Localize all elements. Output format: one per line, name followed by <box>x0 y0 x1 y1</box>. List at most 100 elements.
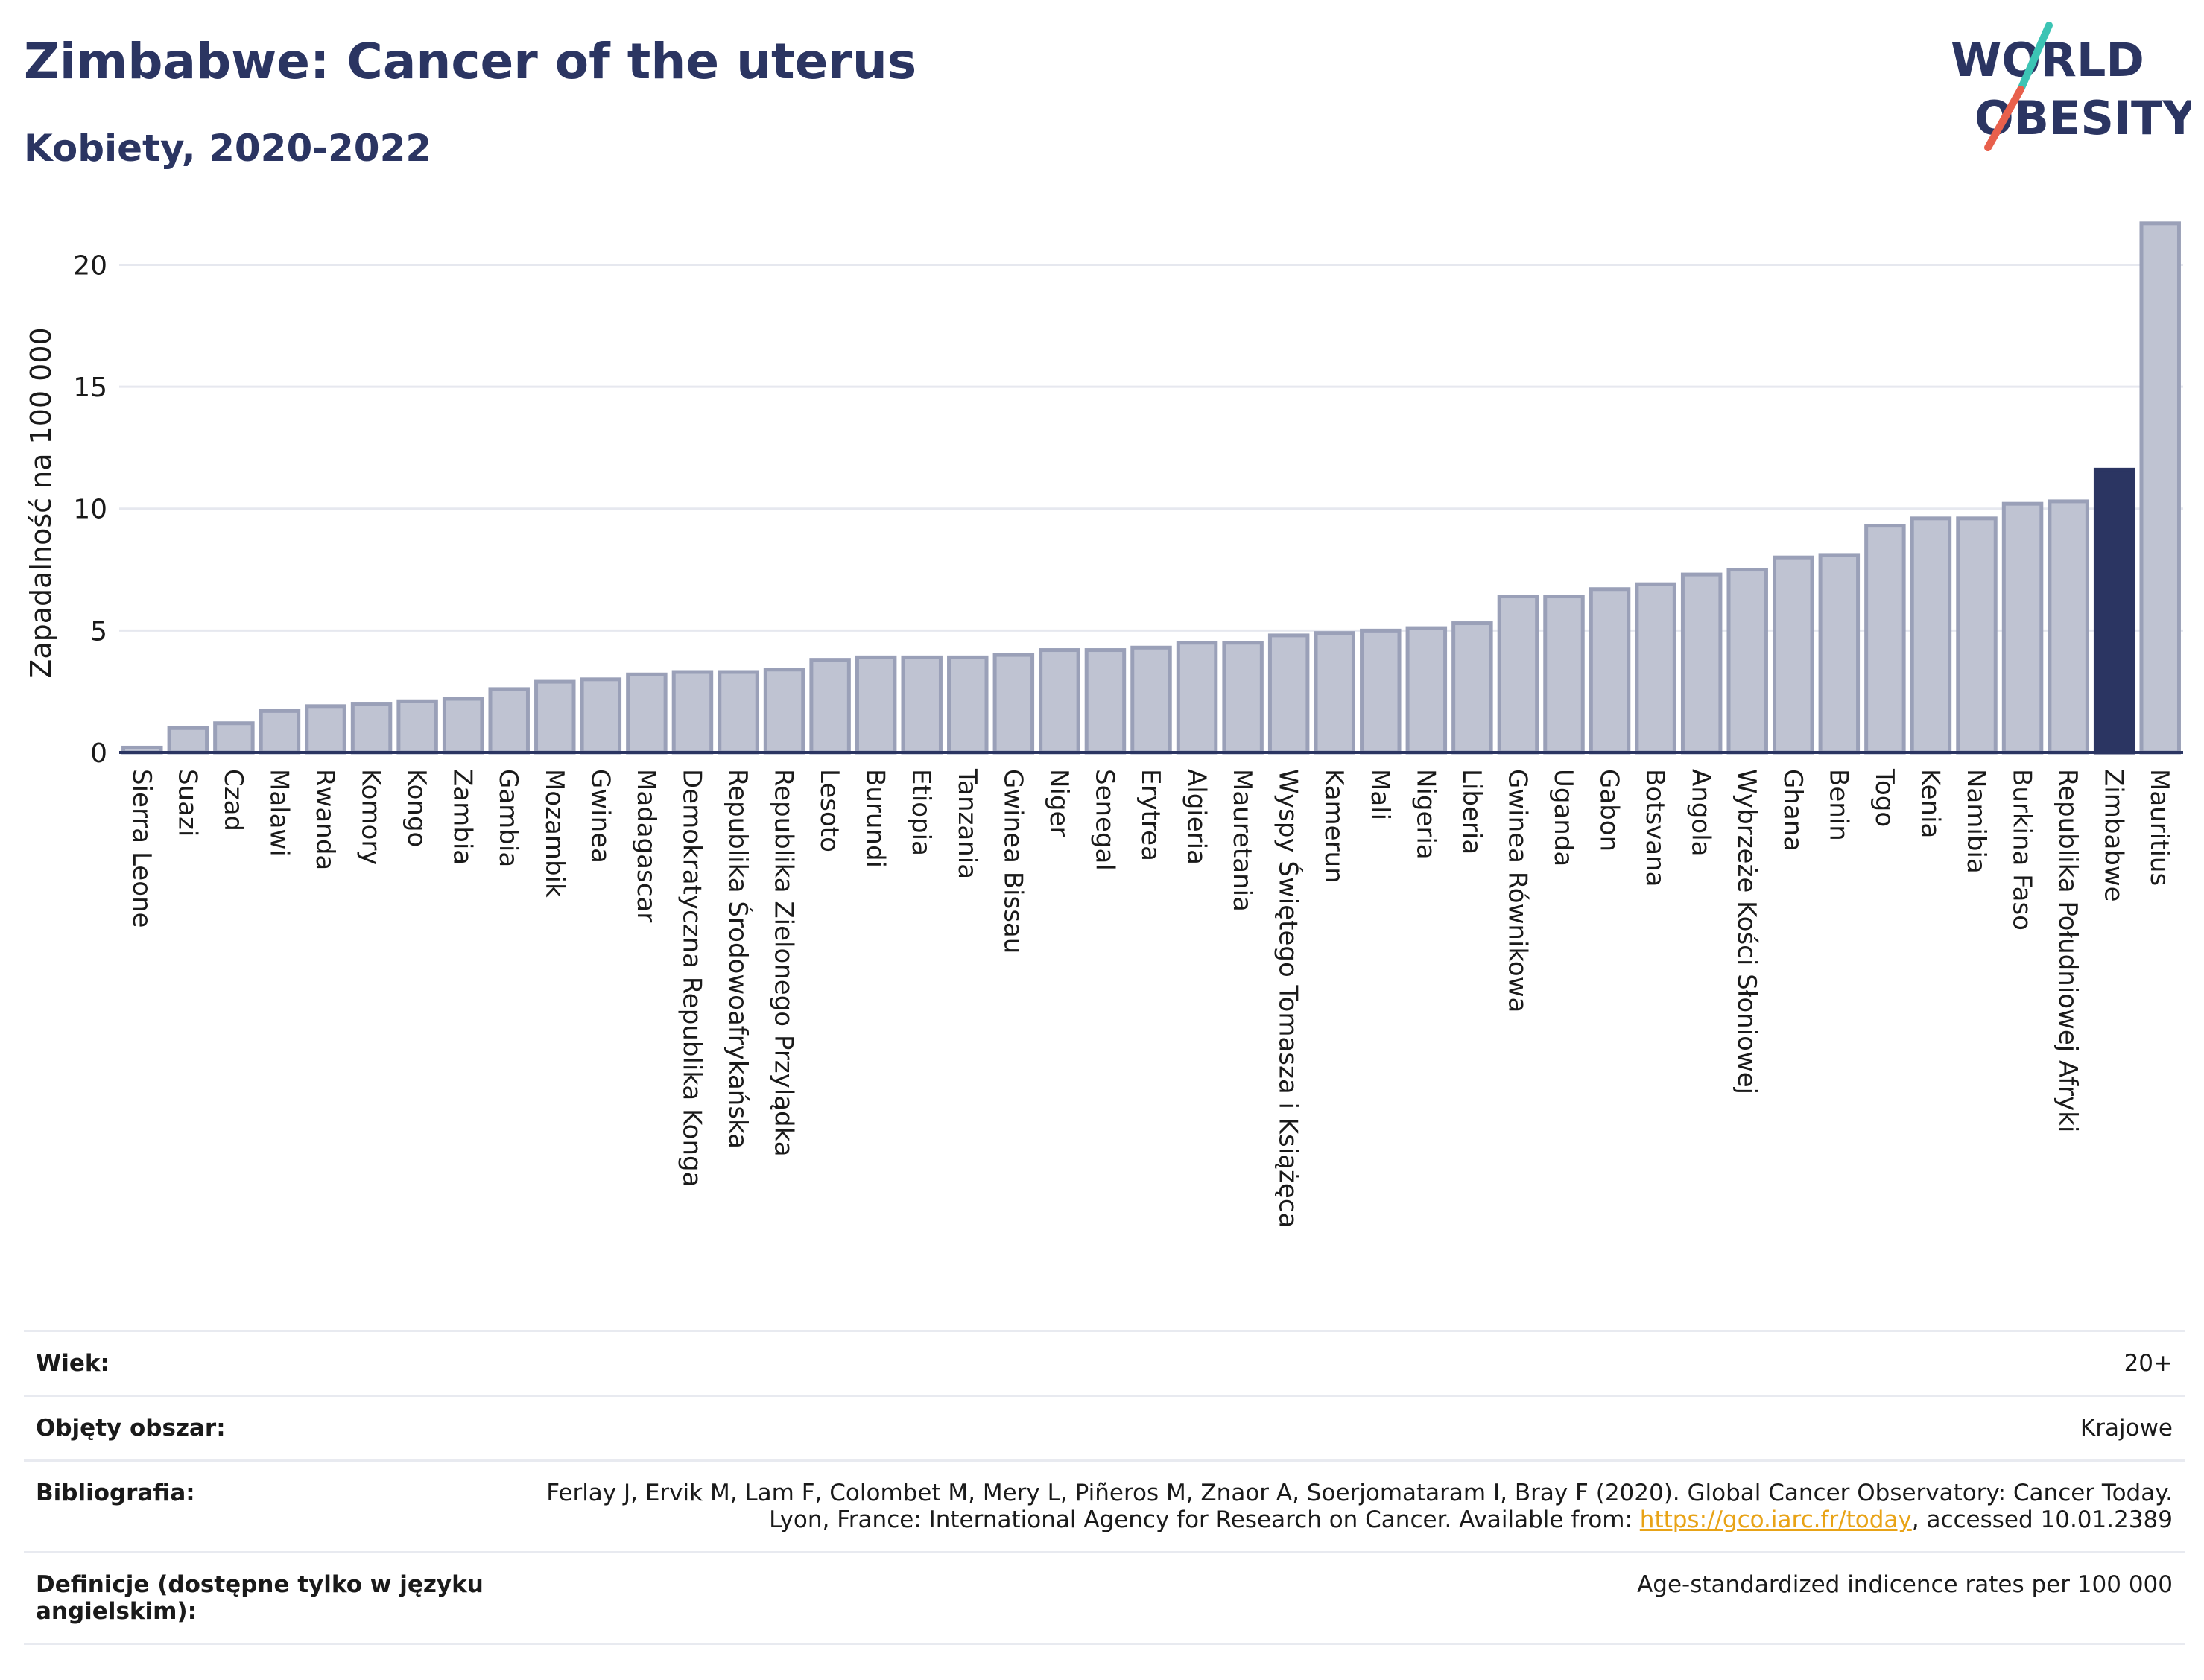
bar-tanzania <box>947 655 989 755</box>
bar-madagascar <box>626 672 668 755</box>
x-tick-label: Burundi <box>861 769 890 868</box>
bar-demokratyczna-republika-konga <box>671 670 714 755</box>
bar-gabon <box>1589 587 1631 755</box>
x-tick-label: Algieria <box>1182 769 1212 865</box>
y-tick-label: 0 <box>90 738 107 769</box>
bar-malawi <box>259 709 301 755</box>
x-tick-label: Mauretania <box>1227 769 1257 912</box>
y-tick-label: 5 <box>90 616 107 647</box>
meta-row-area: Objęty obszar: Krajowe <box>24 1395 2185 1462</box>
bar-gwinea <box>580 677 622 755</box>
bar-zimbabwe <box>2093 467 2135 755</box>
x-tick-label: Wyspy Świętego Tomasza i Książęca <box>1273 769 1304 1228</box>
meta-label: Wiek: <box>24 1330 525 1397</box>
chart-subtitle: Kobiety, 2020-2022 <box>24 127 432 170</box>
x-tick-labels: Sierra Leone Suazi Czad Malawi Rwanda Komory K… <box>127 768 2174 1228</box>
bar-kongo <box>396 699 438 755</box>
meta-value: Krajowe <box>525 1395 2185 1462</box>
y-tick-label: 15 <box>73 373 107 403</box>
meta-row-definitions: Definicje (dostępne tylko w języku angie… <box>24 1551 2185 1645</box>
metadata-table: Wiek: 20+ Objęty obszar: Krajowe Bibliog… <box>24 1330 2185 1645</box>
bar-gwinea-równikowa <box>1497 595 1539 755</box>
bar-etiopia <box>901 655 943 755</box>
y-tick-label: 20 <box>73 250 107 281</box>
bar-republika-południowej-afryki <box>2048 499 2089 755</box>
x-tick-label: Malawi <box>264 769 294 857</box>
bar-namibia <box>1956 516 1998 755</box>
bar-chart: 0 5 10 15 20 Sierra Leone Suazi Czad Malawi Rwan… <box>25 221 2183 1228</box>
x-tick-label: Namibia <box>1961 769 1991 874</box>
x-tick-label: Benin <box>1823 769 1853 841</box>
meta-row-bibliography: Bibliografia: Ferlay J, Ervik M, Lam F, … <box>24 1459 2185 1553</box>
x-tick-label: Tanzania <box>952 768 982 879</box>
bar-republika-zielonego-przylądka <box>763 668 805 755</box>
bar-burkina-faso <box>2001 501 2044 755</box>
bar-algieria <box>1176 641 1218 755</box>
x-tick-label: Kamerun <box>1319 769 1349 884</box>
x-tick-label: Madagascar <box>631 769 661 922</box>
x-tick-label: Lesoto <box>814 769 844 852</box>
world-obesity-logo: WORLD OBESITY <box>1951 22 2191 151</box>
bar-mozambik <box>534 679 576 755</box>
bar-wybrzeże-kości-słoniowej <box>1726 568 1768 755</box>
x-tick-label: Senegal <box>1089 769 1119 871</box>
x-tick-label: Ghana <box>1778 769 1808 852</box>
x-tick-label: Angola <box>1686 769 1716 856</box>
bibliography-text: Ferlay J, Ervik M, Lam F, Colombet M, Me… <box>546 1480 2173 1533</box>
x-tick-label: Republika Środowoafrykańska <box>723 769 753 1149</box>
x-tick-label: Burkina Faso <box>2007 769 2037 931</box>
bar-komory <box>350 702 393 755</box>
x-tick-label: Mali <box>1365 769 1395 820</box>
bar-zambia <box>442 697 484 755</box>
bar-ghana <box>1773 555 1814 755</box>
x-tick-label: Czad <box>218 769 248 831</box>
meta-value: 20+ <box>525 1330 2185 1397</box>
bar-gwinea-bissau <box>992 653 1035 755</box>
x-tick-label: Uganda <box>1548 769 1578 866</box>
bar-kamerun <box>1314 631 1355 755</box>
bar-angola <box>1680 572 1723 755</box>
bar-erytrea <box>1130 645 1172 755</box>
x-tick-label: Botsvana <box>1640 769 1670 887</box>
bibliography-accessed: , accessed 10.01.2389 <box>1911 1506 2173 1533</box>
meta-row-age: Wiek: 20+ <box>24 1330 2185 1397</box>
x-tick-label: Liberia <box>1457 769 1486 855</box>
bar-wyspy-świętego-tomasza-i-książęca <box>1267 633 1310 755</box>
x-tick-label: Republika Południowej Afryki <box>2053 769 2083 1132</box>
bars <box>121 221 2181 755</box>
logo-line-1: WORLD <box>1951 33 2144 87</box>
x-tick-label: Niger <box>1044 769 1074 837</box>
meta-label: Objęty obszar: <box>24 1395 525 1462</box>
bar-rwanda <box>305 704 346 755</box>
bar-mauretania <box>1222 641 1264 755</box>
x-tick-label: Kenia <box>1915 769 1945 838</box>
meta-label: Definicje (dostępne tylko w języku angie… <box>24 1551 525 1645</box>
x-tick-label: Republika Zielonego Przylądka <box>769 769 799 1157</box>
x-tick-label: Erytrea <box>1136 769 1165 861</box>
y-tick-label: 10 <box>73 495 107 525</box>
x-tick-label: Gambia <box>493 769 523 867</box>
x-tick-label: Demokratyczna Republika Konga <box>677 769 706 1187</box>
bar-mauritius <box>2139 221 2181 755</box>
x-tick-label: Togo <box>1869 768 1899 827</box>
x-tick-label: Sierra Leone <box>127 769 156 928</box>
bar-senegal <box>1084 648 1127 755</box>
x-tick-label: Rwanda <box>310 769 340 870</box>
source-link[interactable]: https://gco.iarc.fr/today <box>1639 1506 1912 1533</box>
bar-benin <box>1818 553 1861 755</box>
bar-togo <box>1864 524 1906 755</box>
bar-mali <box>1360 628 1402 755</box>
x-tick-label: Mauritius <box>2144 769 2174 886</box>
bar-suazi <box>167 726 209 755</box>
bar-botsvana <box>1635 582 1676 755</box>
bar-gambia <box>488 687 530 755</box>
bar-burundi <box>855 655 897 755</box>
logo-slash-teal <box>2017 22 2053 93</box>
x-tick-label: Etiopia <box>906 769 936 856</box>
x-tick-label: Gwinea Bissau <box>998 769 1027 954</box>
bar-nigeria <box>1405 626 1448 755</box>
bar-kenia <box>1910 516 1952 755</box>
bar-uganda <box>1543 595 1585 755</box>
x-tick-label: Mozambik <box>539 769 569 898</box>
x-tick-label: Zambia <box>448 769 478 865</box>
